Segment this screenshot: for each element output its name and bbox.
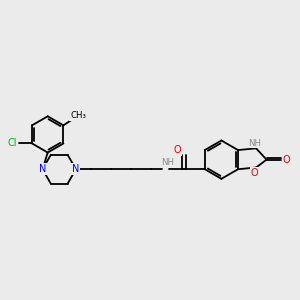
Text: NH: NH xyxy=(248,139,261,148)
Text: NH: NH xyxy=(161,158,174,167)
Text: CH₃: CH₃ xyxy=(70,111,86,120)
Text: Cl: Cl xyxy=(8,139,17,148)
Text: O: O xyxy=(250,168,258,178)
Text: O: O xyxy=(283,155,290,165)
Text: O: O xyxy=(174,146,182,155)
Text: N: N xyxy=(39,164,46,174)
Text: N: N xyxy=(72,164,80,174)
